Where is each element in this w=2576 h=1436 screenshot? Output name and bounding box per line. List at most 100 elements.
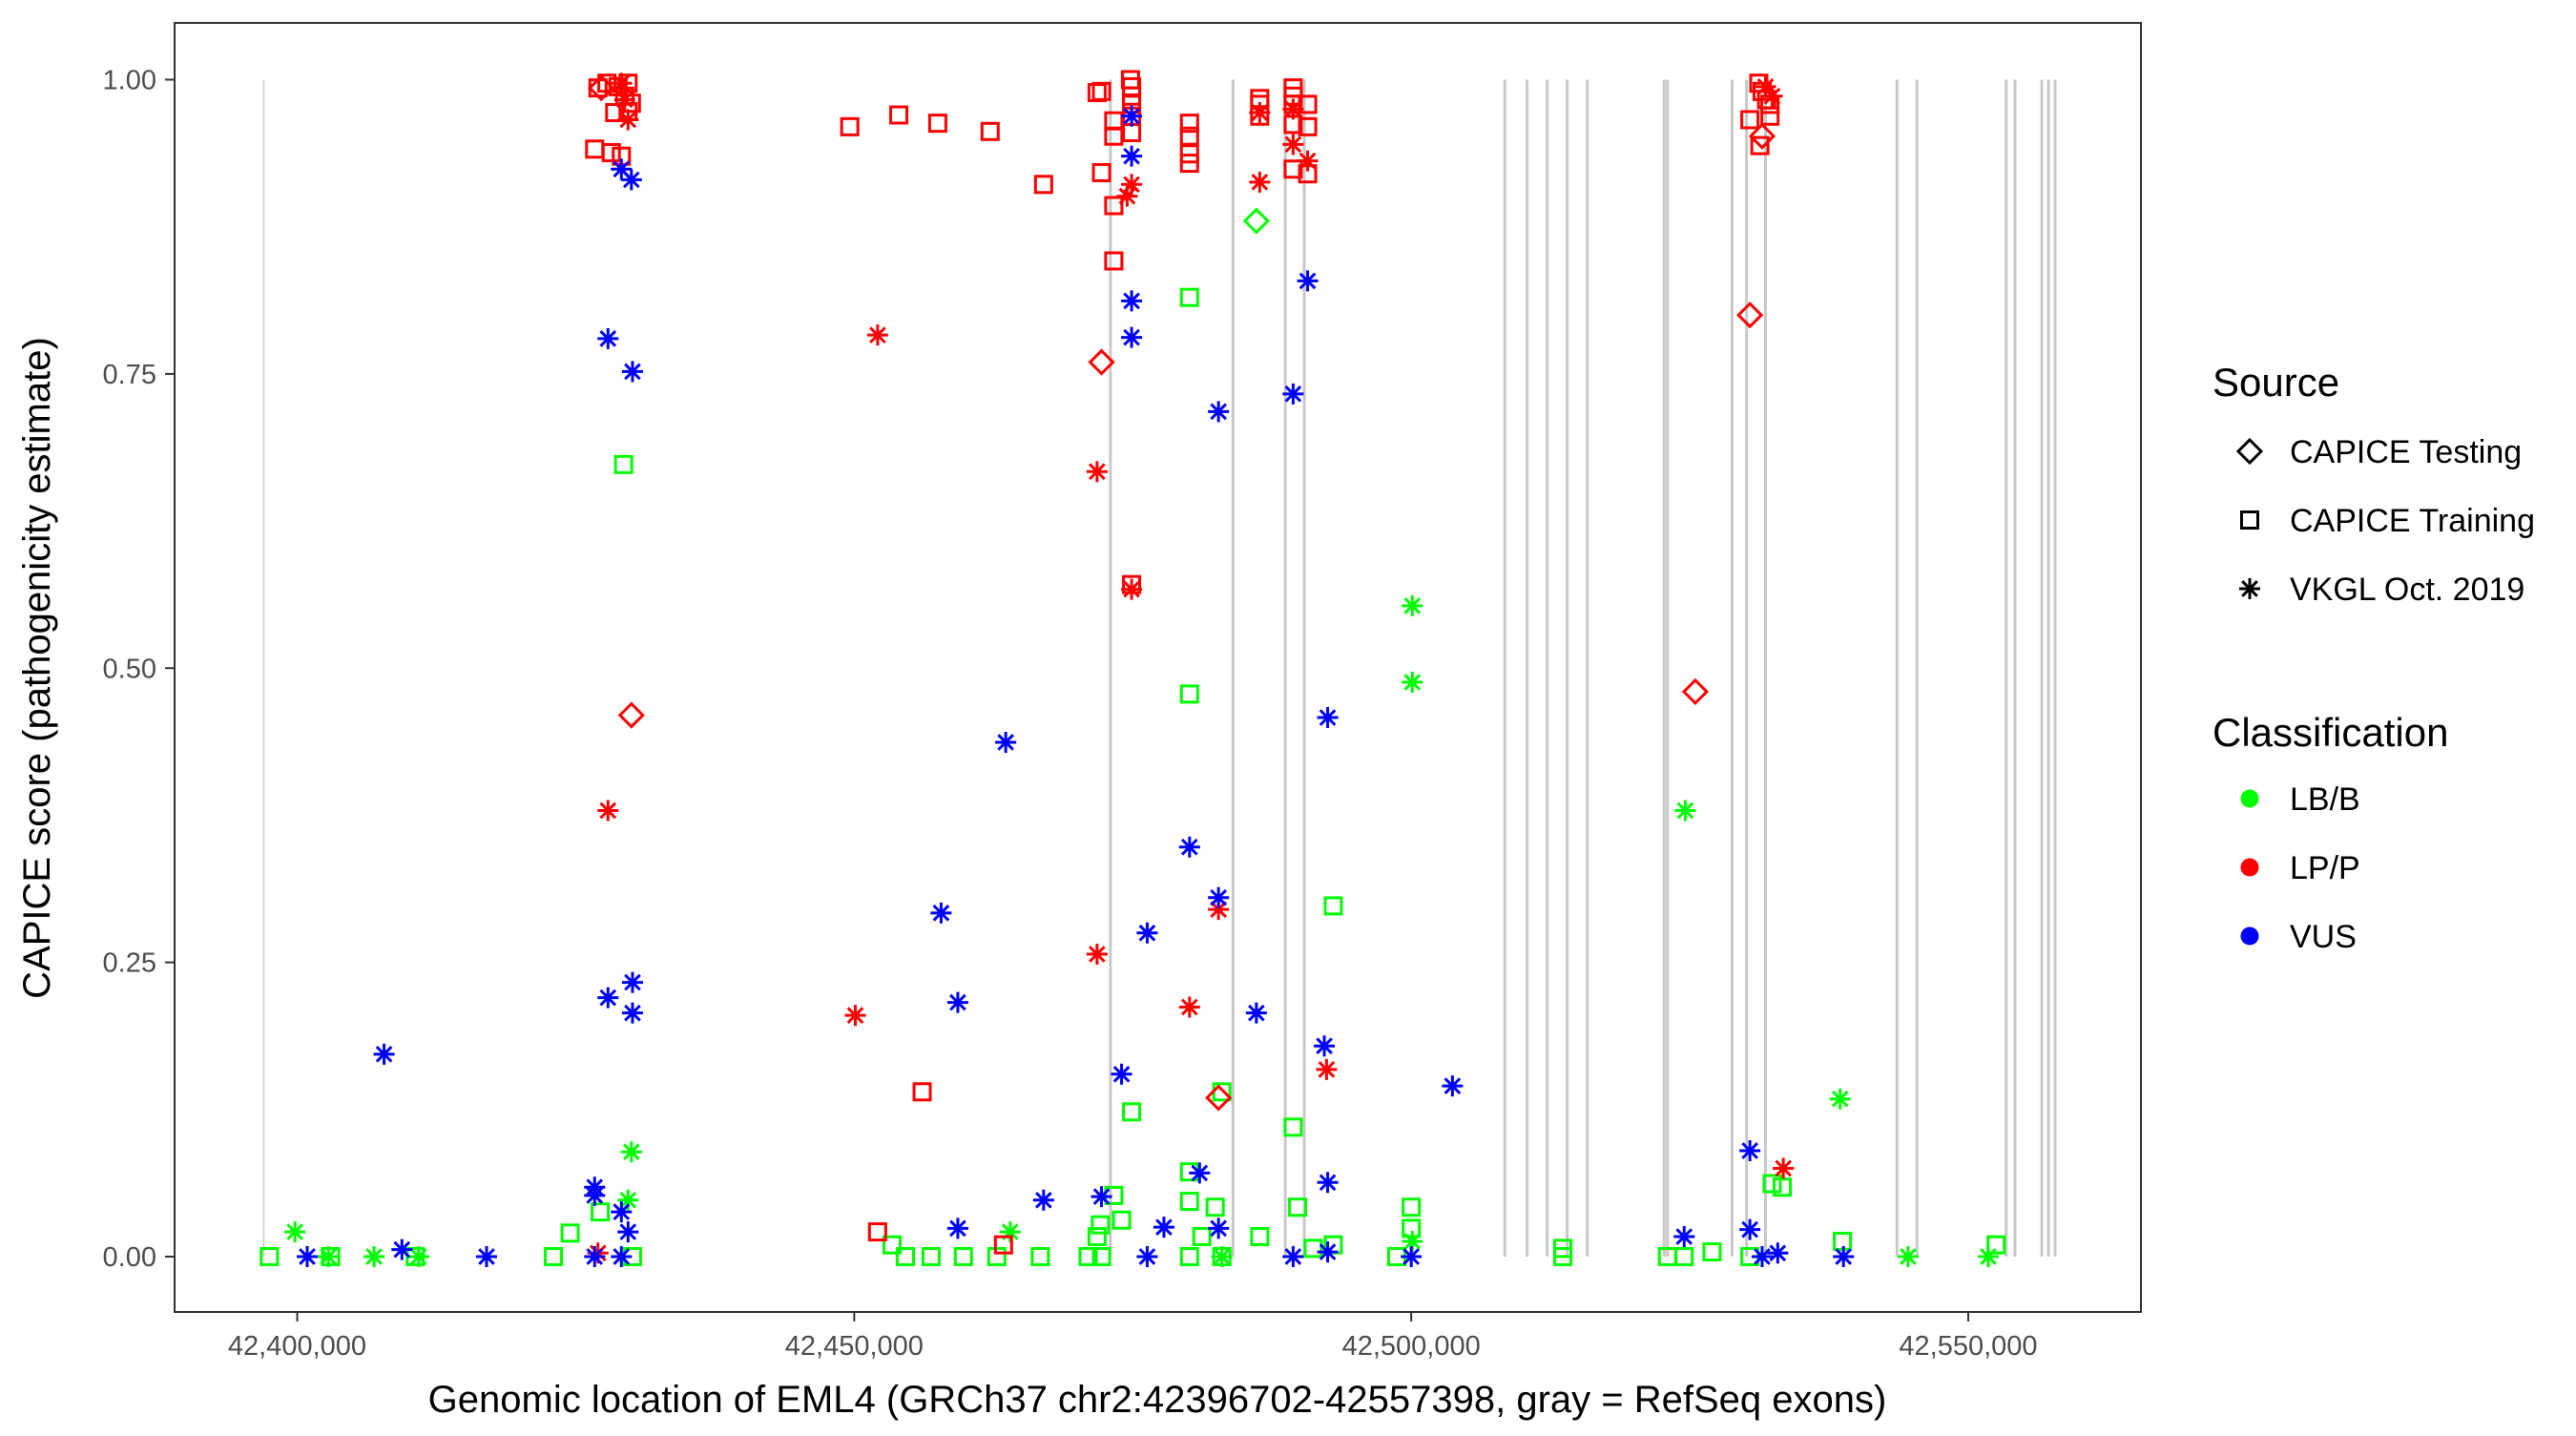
data-point xyxy=(1091,1247,1111,1266)
legend-source-title: Source xyxy=(2212,360,2339,405)
data-point xyxy=(1317,707,1339,729)
data-point xyxy=(1739,1218,1761,1240)
data-point xyxy=(1317,1172,1339,1194)
data-point xyxy=(1316,1058,1338,1080)
data-point xyxy=(1681,677,1710,706)
data-point xyxy=(980,121,1000,141)
plot-panel-border xyxy=(174,22,2142,1313)
data-point xyxy=(588,74,615,102)
series-lp-p xyxy=(585,70,1780,1255)
data-point xyxy=(1121,174,1143,196)
data-point xyxy=(1297,270,1319,292)
data-point xyxy=(591,1202,611,1222)
data-points xyxy=(260,70,2006,1267)
data-point xyxy=(1283,1117,1303,1137)
y-tick-label: 0.75 xyxy=(103,360,156,390)
data-point xyxy=(1211,1246,1233,1267)
data-point xyxy=(1111,1063,1132,1085)
data-point xyxy=(1250,1227,1270,1247)
data-point xyxy=(1986,1235,2006,1255)
data-point xyxy=(1116,185,1138,207)
data-point xyxy=(1033,175,1053,195)
legend-diamond-icon xyxy=(2235,437,2264,466)
data-point xyxy=(613,89,635,111)
legend-dot-icon xyxy=(2240,789,2259,808)
exon-lines xyxy=(262,79,2057,1257)
data-point xyxy=(1178,996,1200,1018)
series-lp-p xyxy=(588,74,1776,1112)
data-point xyxy=(1121,326,1143,348)
legend-source-item: CAPICE Testing xyxy=(2290,434,2522,470)
data-point xyxy=(617,1189,639,1211)
data-point xyxy=(1442,1075,1464,1097)
data-point xyxy=(1755,75,1776,97)
data-point xyxy=(1078,1247,1098,1266)
data-point xyxy=(611,1201,633,1223)
data-point xyxy=(1208,899,1230,921)
data-point xyxy=(1153,1217,1174,1238)
data-point xyxy=(889,105,909,125)
data-point xyxy=(601,142,621,162)
data-point xyxy=(1674,800,1696,822)
data-point xyxy=(611,158,633,180)
data-point xyxy=(621,1002,643,1024)
series-lp-p xyxy=(587,73,1795,1264)
data-point xyxy=(883,1235,903,1255)
data-point xyxy=(597,800,619,822)
data-point xyxy=(1249,171,1271,193)
y-tick-label: 0.50 xyxy=(103,654,156,684)
data-point xyxy=(1829,1088,1851,1110)
legend-dot-icon xyxy=(2240,858,2259,877)
data-point xyxy=(1282,1246,1304,1267)
data-point xyxy=(1402,672,1423,694)
data-point xyxy=(560,1223,580,1243)
data-point xyxy=(1111,1210,1132,1230)
data-point xyxy=(1136,922,1158,944)
data-point xyxy=(1751,1246,1773,1267)
data-point xyxy=(1087,1227,1107,1247)
y-tick-label: 0.25 xyxy=(103,948,156,979)
data-point xyxy=(613,454,634,474)
data-point xyxy=(1091,162,1111,182)
data-point xyxy=(1205,1197,1225,1217)
data-point xyxy=(953,1247,973,1266)
data-point xyxy=(1122,1102,1142,1122)
data-point xyxy=(373,1043,395,1065)
data-point xyxy=(1179,126,1199,146)
data-point xyxy=(1282,98,1304,120)
data-point xyxy=(617,701,645,729)
data-point xyxy=(1288,1197,1308,1217)
data-point xyxy=(1192,1227,1212,1247)
data-point xyxy=(1212,1082,1232,1102)
data-point xyxy=(1179,287,1199,307)
data-point xyxy=(1748,122,1776,150)
data-point xyxy=(1208,1217,1230,1239)
data-point xyxy=(620,1141,642,1163)
data-point xyxy=(1674,1247,1694,1266)
data-point xyxy=(1179,1192,1199,1212)
data-point xyxy=(1091,1215,1111,1235)
data-point xyxy=(1104,126,1124,146)
data-point xyxy=(1402,1230,1423,1252)
data-point xyxy=(1032,1189,1054,1211)
legend-dot-icon xyxy=(2240,926,2259,946)
data-point xyxy=(866,324,888,346)
legend: Source CAPICE Testing CAPICE Training VKGL … xyxy=(2212,360,2535,955)
data-point xyxy=(921,1247,941,1266)
data-point xyxy=(584,1246,606,1267)
data-point xyxy=(1179,154,1199,174)
legend-source-item: VKGL Oct. 2019 xyxy=(2290,572,2524,608)
data-point xyxy=(1402,594,1423,616)
data-point xyxy=(1086,461,1108,483)
series-lb-b xyxy=(260,287,2006,1266)
data-point xyxy=(617,1221,639,1243)
data-point xyxy=(1179,684,1199,704)
data-point xyxy=(930,902,952,924)
data-point xyxy=(620,169,642,191)
data-point xyxy=(585,139,605,159)
legend-class-item: LP/P xyxy=(2290,850,2360,886)
data-point xyxy=(1205,1084,1233,1112)
data-point xyxy=(1121,105,1143,127)
data-point xyxy=(1297,150,1319,172)
data-point xyxy=(318,1246,340,1267)
